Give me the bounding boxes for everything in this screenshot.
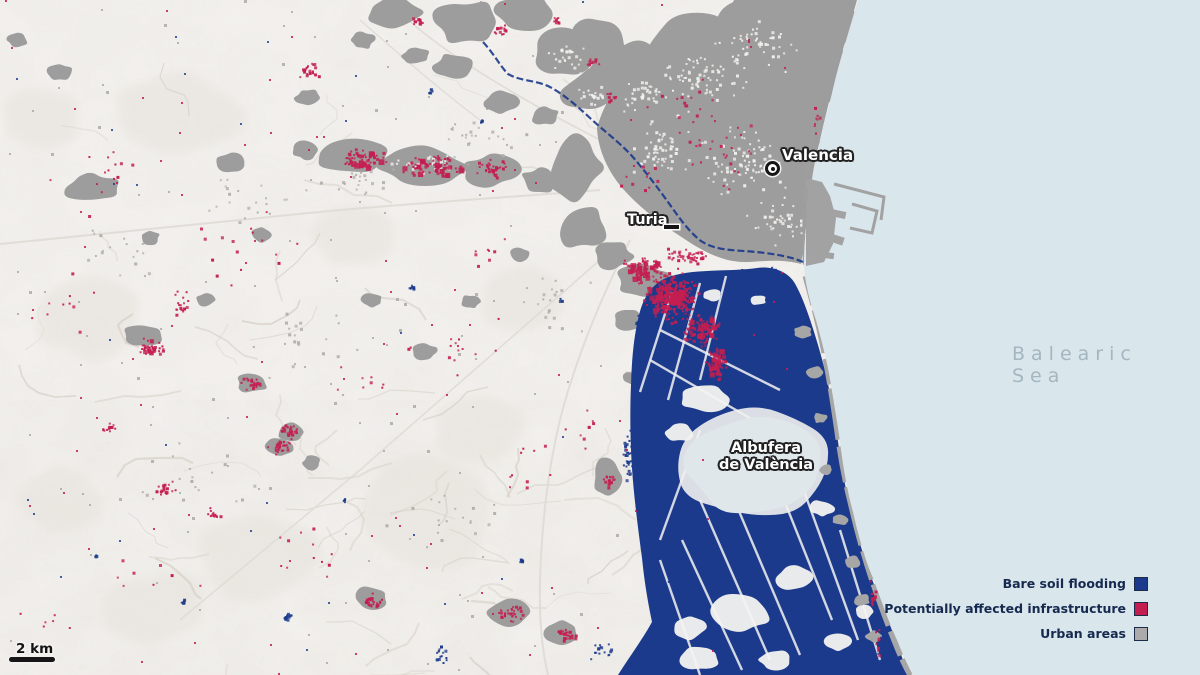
sea xyxy=(804,0,1200,675)
legend-swatch-flooding-icon xyxy=(1134,576,1148,591)
turia-label: Turia xyxy=(627,212,668,228)
valencia-city-marker-icon xyxy=(765,161,780,176)
urban-areas-layer xyxy=(6,0,861,646)
bare-soil-flooding-dots-layer xyxy=(16,1,891,664)
valencia-label: Valencia xyxy=(782,146,854,164)
small-settlements-layer xyxy=(9,0,639,671)
scale-bar xyxy=(9,657,55,662)
legend-swatch-urban-icon xyxy=(1134,626,1148,641)
legend-label-flooding: Bare soil flooding xyxy=(1002,576,1126,591)
legend-label-infrastructure: Potentially affected infrastructure xyxy=(884,601,1126,616)
scale-bar-label: 2 km xyxy=(16,641,54,657)
legend-item-urban: Urban areas xyxy=(1040,626,1148,641)
albufera-label-line1: Albufera xyxy=(731,440,801,456)
urban-texture-layer xyxy=(87,20,810,549)
legend-label-urban: Urban areas xyxy=(1040,626,1126,641)
affected-infrastructure-layer xyxy=(5,0,882,675)
turia-river xyxy=(482,41,804,264)
legend-swatch-infrastructure-icon xyxy=(1134,601,1148,616)
legend: Bare soil flooding Potentially affected … xyxy=(884,576,1148,641)
turia-leader-line xyxy=(664,225,679,229)
albufera-label: Albufera de València xyxy=(719,440,813,474)
albufera-lagoon xyxy=(678,407,829,516)
albufera-label-line2: de València xyxy=(719,457,813,473)
valencia-port xyxy=(806,154,886,266)
legend-item-infrastructure: Potentially affected infrastructure xyxy=(884,601,1148,616)
legend-item-flooding: Bare soil flooding xyxy=(1003,576,1148,591)
balearic-sea-label: Balearic Sea xyxy=(1012,343,1137,387)
